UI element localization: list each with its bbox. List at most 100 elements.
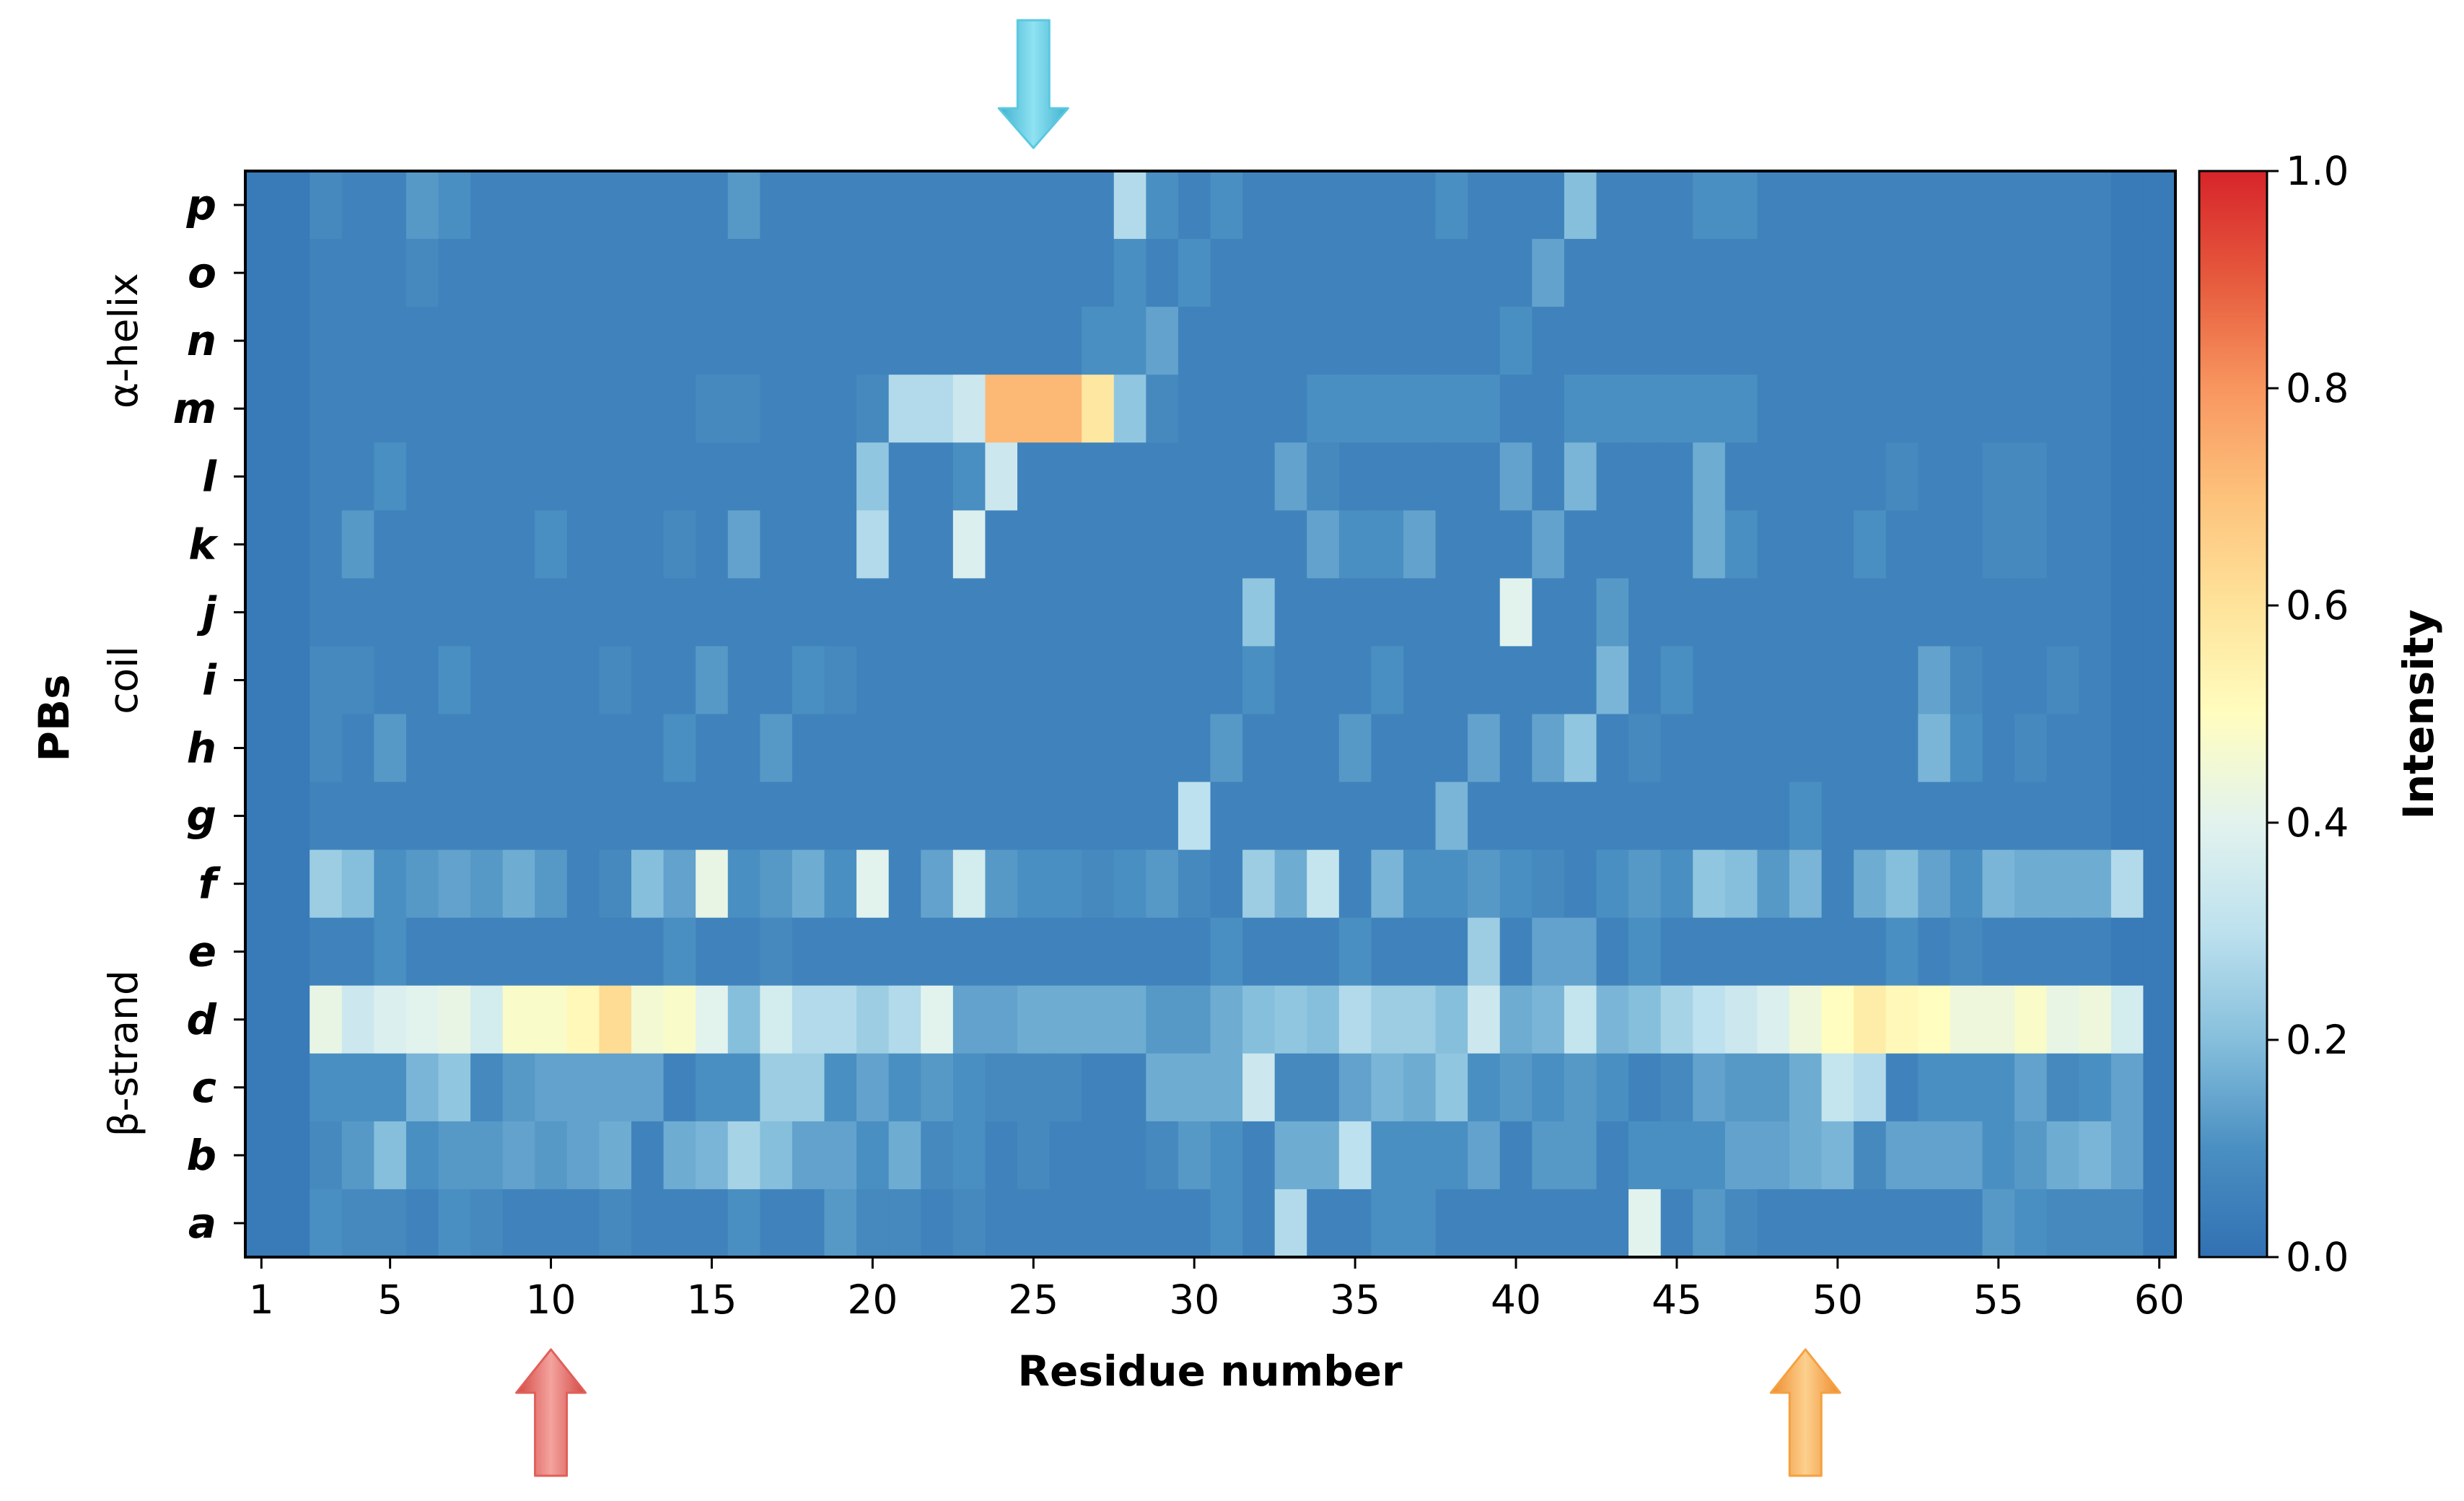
heat-cell bbox=[985, 375, 1018, 443]
heat-cell bbox=[1274, 239, 1307, 307]
heat-cell bbox=[663, 1189, 696, 1258]
heat-cell bbox=[1274, 375, 1307, 443]
heat-cell bbox=[2110, 782, 2144, 851]
heat-cell bbox=[341, 1053, 374, 1122]
heat-cell bbox=[2143, 985, 2176, 1054]
heat-cell bbox=[631, 1121, 665, 1190]
heat-cell bbox=[760, 510, 793, 579]
heat-cell bbox=[760, 442, 793, 511]
heat-cell bbox=[1693, 985, 1726, 1054]
heat-cell bbox=[1628, 1121, 1662, 1190]
heat-cell bbox=[1435, 985, 1468, 1054]
heat-cell bbox=[1950, 849, 1983, 919]
heat-cell bbox=[470, 1121, 504, 1190]
heat-cell bbox=[1468, 782, 1501, 851]
heat-cell bbox=[1242, 442, 1276, 511]
heat-cell bbox=[535, 375, 568, 443]
heat-cell bbox=[599, 1189, 632, 1258]
heat-cell bbox=[663, 171, 696, 240]
heat-cell bbox=[1242, 917, 1276, 986]
heat-cell bbox=[470, 646, 504, 715]
heat-cell bbox=[1049, 171, 1082, 240]
heat-cell bbox=[1724, 646, 1758, 715]
heat-cell bbox=[374, 1189, 407, 1258]
heat-cell bbox=[1017, 510, 1051, 579]
heat-cell bbox=[599, 239, 632, 307]
heat-cell bbox=[1693, 849, 1726, 919]
heat-cell bbox=[2143, 917, 2176, 986]
heat-cell bbox=[952, 849, 986, 919]
heat-cell bbox=[856, 985, 890, 1054]
heat-cell bbox=[566, 646, 600, 715]
heat-cell bbox=[2046, 714, 2079, 783]
heat-cell bbox=[1403, 1121, 1437, 1190]
heat-cell bbox=[631, 442, 665, 511]
heat-cell bbox=[1468, 985, 1501, 1054]
heat-cell bbox=[1242, 239, 1276, 307]
heat-cell bbox=[1693, 375, 1726, 443]
heat-cell bbox=[1113, 375, 1146, 443]
heat-cell bbox=[1660, 578, 1693, 647]
heat-cell bbox=[985, 1121, 1018, 1190]
heat-cell bbox=[985, 1189, 1018, 1258]
heat-cell bbox=[2143, 646, 2176, 715]
heat-cell bbox=[1371, 1053, 1404, 1122]
heat-cell bbox=[502, 307, 535, 375]
heat-cell bbox=[1693, 510, 1726, 579]
heat-cell bbox=[1660, 646, 1693, 715]
heat-cell bbox=[1757, 782, 1790, 851]
heat-cell bbox=[566, 307, 600, 375]
heat-cell bbox=[1307, 510, 1340, 579]
heat-cell bbox=[2079, 917, 2112, 986]
heat-cell bbox=[2014, 375, 2048, 443]
heat-cell bbox=[888, 849, 921, 919]
heat-cell bbox=[1885, 510, 1919, 579]
heat-cell bbox=[599, 442, 632, 511]
heat-cell bbox=[2110, 985, 2144, 1054]
heat-cell bbox=[1821, 1053, 1854, 1122]
heat-cell bbox=[1435, 442, 1468, 511]
heat-cell bbox=[1468, 307, 1501, 375]
heat-cell bbox=[1435, 1121, 1468, 1190]
heat-cell bbox=[1307, 917, 1340, 986]
heat-cell bbox=[1757, 171, 1790, 240]
heat-cell bbox=[1854, 917, 1887, 986]
heat-cell bbox=[952, 1121, 986, 1190]
heat-cell bbox=[1596, 985, 1629, 1054]
heat-cell bbox=[888, 714, 921, 783]
heat-cell bbox=[2143, 1189, 2176, 1258]
heat-cell bbox=[1017, 646, 1051, 715]
heat-cell bbox=[1789, 375, 1823, 443]
heat-cell bbox=[566, 1053, 600, 1122]
heat-cell bbox=[2110, 1053, 2144, 1122]
heat-cell bbox=[1789, 1189, 1823, 1258]
heat-cell bbox=[1821, 239, 1854, 307]
heat-cell bbox=[1596, 510, 1629, 579]
heat-cell bbox=[1307, 171, 1340, 240]
heat-cell bbox=[599, 375, 632, 443]
heat-cell bbox=[1242, 1189, 1276, 1258]
heat-cell bbox=[985, 849, 1018, 919]
heat-cell bbox=[663, 985, 696, 1054]
heat-cell bbox=[1724, 578, 1758, 647]
heat-cell bbox=[535, 646, 568, 715]
heat-cell bbox=[985, 985, 1018, 1054]
heat-cell bbox=[405, 239, 439, 307]
heat-cell bbox=[760, 171, 793, 240]
heat-cell bbox=[1821, 578, 1854, 647]
heat-cell bbox=[696, 375, 729, 443]
heat-cell bbox=[1468, 510, 1501, 579]
heat-cell bbox=[566, 1189, 600, 1258]
heat-cell bbox=[1178, 307, 1211, 375]
heat-cell bbox=[921, 442, 954, 511]
heat-cell bbox=[1113, 1053, 1146, 1122]
heat-cell bbox=[245, 1121, 279, 1190]
heat-cell bbox=[1017, 985, 1051, 1054]
heat-cell bbox=[1082, 1121, 1115, 1190]
heat-cell bbox=[1499, 171, 1533, 240]
heat-cell bbox=[1628, 510, 1662, 579]
heat-cell bbox=[1274, 646, 1307, 715]
colorbar-title: Intensity bbox=[2394, 609, 2443, 819]
heat-cell bbox=[985, 171, 1018, 240]
heat-cell bbox=[1596, 578, 1629, 647]
